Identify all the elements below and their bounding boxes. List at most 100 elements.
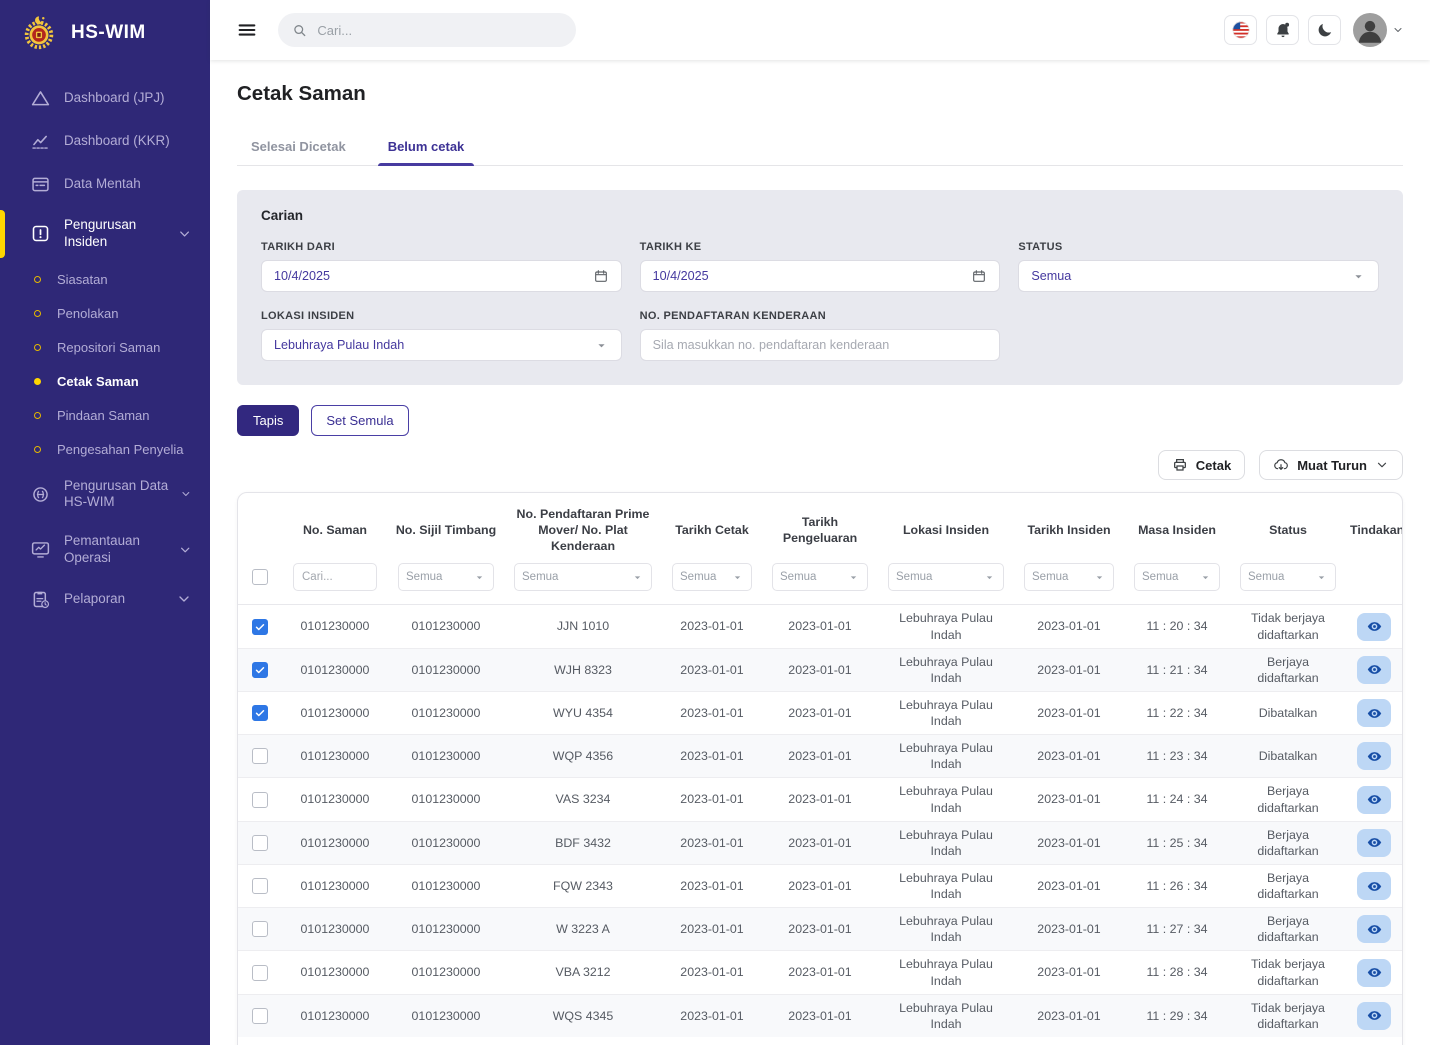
filter-value: Semua <box>1032 571 1069 584</box>
sidebar-item-pengurusan-data-hs-wim[interactable]: Pengurusan Data HS-WIM <box>0 468 210 522</box>
view-button[interactable] <box>1357 742 1391 771</box>
hamburger-menu-icon[interactable] <box>236 19 258 41</box>
cell-status: Berjaya didaftarkan <box>1257 914 1319 945</box>
no-pendaftaran-input[interactable] <box>652 338 988 352</box>
language-flag-button[interactable] <box>1224 15 1257 45</box>
column-filter-select[interactable]: Semua <box>772 563 868 592</box>
cell-tarikh-pengeluaran: 2023-01-01 <box>788 662 852 677</box>
cell-no-plat: WQS 4345 <box>552 1008 614 1023</box>
user-menu[interactable] <box>1353 13 1404 47</box>
row-checkbox[interactable] <box>252 921 268 938</box>
cetak-label: Cetak <box>1195 457 1232 473</box>
cell-no-plat: VAS 3234 <box>555 792 611 807</box>
eye-icon <box>1366 791 1383 808</box>
bell-icon <box>1274 21 1292 39</box>
sidebar-item-label: Pengurusan Insiden <box>64 217 137 249</box>
no-saman-filter-input[interactable] <box>293 563 377 592</box>
column-filter-select[interactable]: Semua <box>1134 563 1220 592</box>
cell-tarikh-cetak: 2023-01-01 <box>680 792 744 807</box>
view-button[interactable] <box>1357 699 1391 727</box>
sidebar-subitem-cetak-saman[interactable]: Cetak Saman <box>0 365 210 398</box>
page-title: Cetak Saman <box>237 82 366 105</box>
cell-tarikh-cetak: 2023-01-01 <box>680 662 744 677</box>
panel-title: Carian <box>261 208 304 223</box>
cetak-button[interactable]: Cetak <box>1157 450 1246 480</box>
row-checkbox[interactable] <box>252 618 268 635</box>
lokasi-insiden-select[interactable]: Lebuhraya Pulau Indah <box>261 329 622 361</box>
row-checkbox[interactable] <box>252 748 268 765</box>
cell-no-plat: WJH 8323 <box>554 662 612 677</box>
notifications-button[interactable] <box>1266 15 1299 45</box>
view-button[interactable] <box>1357 958 1391 987</box>
cell-no-plat: FQW 2343 <box>553 878 613 893</box>
view-button[interactable] <box>1357 785 1391 814</box>
cell-no-saman: 0101230000 <box>300 792 370 807</box>
tarikh-ke-field[interactable]: 10/4/2025 <box>639 260 1001 292</box>
cell-masa-insiden: 11 : 28 : 34 <box>1146 965 1208 980</box>
set-semula-button[interactable]: Set Semula <box>311 405 409 436</box>
sidebar-subitem-siasatan[interactable]: Siasatan <box>0 263 210 296</box>
table-footer: Showing 1 to 10 of 16 entries 12…5 <box>238 1037 1402 1045</box>
tarikh-dari-field[interactable]: 10/4/2025 <box>261 260 622 292</box>
row-checkbox[interactable] <box>252 705 268 721</box>
bullet-icon <box>34 377 41 385</box>
filter-buttons: Tapis Set Semula <box>237 405 1403 436</box>
dark-mode-button[interactable] <box>1308 15 1341 45</box>
column-filter-select[interactable]: Semua <box>1240 563 1336 592</box>
sidebar-item-dashboard-jpj-[interactable]: Dashboard (JPJ) <box>0 78 210 119</box>
view-button[interactable] <box>1357 872 1391 900</box>
sidebar-subitem-penolakan[interactable]: Penolakan <box>0 297 210 330</box>
select-all-checkbox[interactable] <box>252 569 268 586</box>
global-search[interactable] <box>278 13 576 47</box>
sidebar-item-pelaporan[interactable]: Pelaporan <box>0 579 210 620</box>
view-button[interactable] <box>1357 828 1391 857</box>
sidebar-subitem-pindaan-saman[interactable]: Pindaan Saman <box>0 399 210 432</box>
search-panel: Carian TARIKH DARI 10/4/2025 TARIKH KE 1… <box>237 190 1403 385</box>
cell-status: Berjaya didaftarkan <box>1257 827 1319 858</box>
cell-lokasi-insiden: Lebuhraya Pulau Indah <box>899 784 993 815</box>
sidebar-item-label: Data Mentah <box>64 176 141 192</box>
status-select[interactable]: Semua <box>1018 260 1379 292</box>
no-pendaftaran-field[interactable] <box>639 329 1001 361</box>
row-checkbox[interactable] <box>252 661 268 678</box>
row-checkbox[interactable] <box>252 834 268 851</box>
cell-masa-insiden: 11 : 29 : 34 <box>1146 1008 1208 1023</box>
sidebar-item-pengurusan-insiden[interactable]: Pengurusan Insiden <box>0 207 210 261</box>
column-header: No. Saman <box>302 523 368 538</box>
column-filter-select[interactable]: Semua <box>398 563 494 592</box>
row-checkbox[interactable] <box>252 878 268 894</box>
view-button[interactable] <box>1357 915 1391 944</box>
sidebar-subitem-repositori-saman[interactable]: Repositori Saman <box>0 331 210 364</box>
muat-turun-button[interactable]: Muat Turun <box>1259 450 1403 480</box>
cell-masa-insiden: 11 : 22 : 34 <box>1146 705 1208 720</box>
row-checkbox[interactable] <box>252 1007 268 1024</box>
cell-tarikh-pengeluaran: 2023-01-01 <box>788 749 852 764</box>
tarikh-ke-label: TARIKH KE <box>639 241 702 253</box>
sidebar-item-data-mentah[interactable]: Data Mentah <box>0 164 210 205</box>
column-filter-select[interactable]: Semua <box>514 563 652 592</box>
column-filter-select[interactable]: Semua <box>1024 563 1114 592</box>
view-button[interactable] <box>1357 612 1391 641</box>
column-filter-select[interactable]: Semua <box>672 563 752 592</box>
tab-belum-cetak[interactable]: Belum cetak <box>377 130 474 166</box>
view-button[interactable] <box>1357 655 1391 684</box>
row-checkbox[interactable] <box>252 964 268 981</box>
search-input[interactable] <box>317 22 562 38</box>
cell-tarikh-pengeluaran: 2023-01-01 <box>788 878 852 893</box>
sidebar-subitem-pengesahan-penyelia[interactable]: Pengesahan Penyelia <box>0 433 210 466</box>
view-button[interactable] <box>1357 1001 1391 1030</box>
row-checkbox[interactable] <box>252 791 268 808</box>
sidebar-item-pemantauan-operasi[interactable]: Pemantauan Operasi <box>0 523 210 577</box>
column-header: Tarikh Cetak <box>675 523 749 538</box>
column-filter-select[interactable]: Semua <box>888 563 1004 592</box>
eye-icon <box>1366 921 1383 938</box>
column-header: Status <box>1269 523 1307 538</box>
tab-selesai-dicetak[interactable]: Selesai Dicetak <box>251 139 346 154</box>
tapis-button[interactable]: Tapis <box>237 405 300 436</box>
cell-masa-insiden: 11 : 26 : 34 <box>1146 878 1208 893</box>
sidebar-item-dashboard-kkr-[interactable]: Dashboard (KKR) <box>0 121 210 162</box>
filter-value: Semua <box>896 571 933 584</box>
search-icon <box>292 22 307 39</box>
chart-icon <box>30 131 51 152</box>
sidebar-subitem-label: Cetak Saman <box>57 373 139 389</box>
